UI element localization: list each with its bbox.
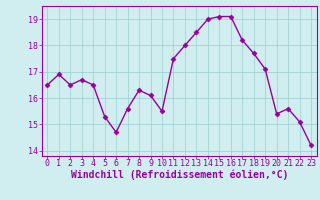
X-axis label: Windchill (Refroidissement éolien,°C): Windchill (Refroidissement éolien,°C): [70, 170, 288, 180]
